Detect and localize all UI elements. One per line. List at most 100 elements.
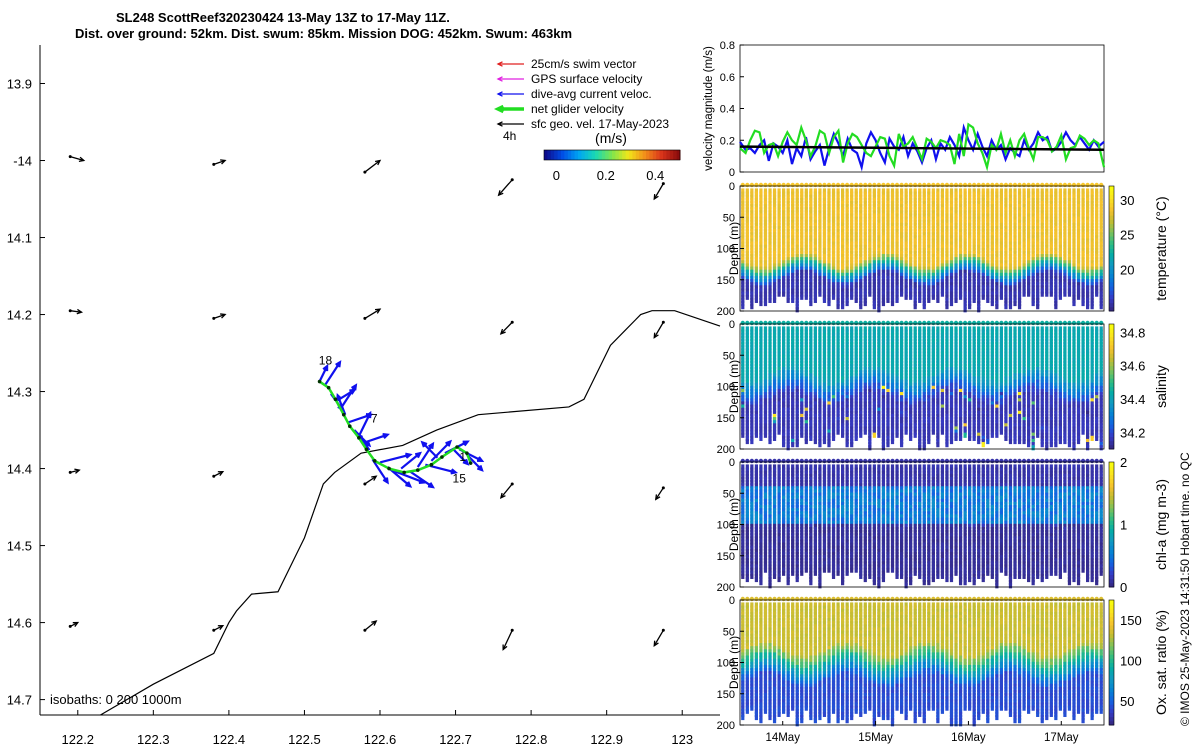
section-sample: [1031, 216, 1035, 222]
section-sample: [972, 266, 976, 272]
legend-label-gps_velocity: GPS surface velocity: [531, 72, 642, 86]
section-sample: [759, 291, 763, 297]
section-sample: [1027, 241, 1031, 247]
section-sample: [800, 282, 804, 288]
section-sample: [1008, 279, 1013, 285]
section-sample: [913, 297, 917, 303]
section-sample: [809, 197, 813, 203]
section-sample: [990, 194, 994, 200]
section-sample: [822, 194, 827, 200]
section-sample: [868, 254, 872, 260]
section-sample: [1049, 232, 1053, 238]
section-sample: [763, 194, 768, 200]
section-sample: [1031, 235, 1035, 241]
section-sample: [1067, 250, 1072, 257]
section-sample: [822, 188, 827, 194]
section-sample: [868, 238, 872, 244]
section-sample: [1063, 197, 1067, 203]
section-sample: [877, 191, 881, 197]
section-sample: [759, 213, 763, 219]
section-sample: [881, 250, 886, 257]
section-sample: [972, 225, 976, 232]
section-sample: [949, 188, 954, 194]
section-sample: [986, 269, 990, 275]
section-sample: [804, 194, 808, 200]
section-sample: [890, 300, 895, 307]
section-sample: [845, 288, 849, 294]
section-sample: [940, 291, 945, 297]
section-sample: [1063, 279, 1067, 285]
section-sample: [945, 254, 949, 260]
section-sample: [890, 247, 895, 253]
current-vector: [371, 458, 389, 485]
section-sample: [1027, 188, 1031, 194]
surface-dot: [922, 320, 927, 326]
section-colorbar-cell: [1109, 248, 1114, 254]
map-x-tick-label: 122.5: [288, 732, 321, 747]
section-sample: [809, 210, 813, 216]
surface-dot: [908, 320, 913, 326]
section-sample: [1004, 235, 1008, 241]
section-sample: [886, 241, 890, 247]
section-sample: [890, 297, 895, 303]
section-sample: [863, 269, 867, 275]
section-sample: [786, 294, 790, 300]
section-sample: [1027, 244, 1031, 250]
section-sample: [968, 204, 972, 210]
section-sample: [977, 282, 981, 288]
section-sample: [904, 216, 908, 222]
section-sample: [863, 229, 867, 235]
section-sample: [940, 279, 945, 285]
section-sample: [804, 204, 808, 210]
legend-marker-gps_velocity-head: [496, 76, 503, 82]
geo-velocity-arrow: [502, 630, 513, 651]
section-sample: [1058, 188, 1062, 194]
section-sample: [822, 241, 827, 247]
section-sample: [986, 197, 990, 203]
section-sample: [927, 207, 931, 213]
section-sample: [750, 291, 754, 297]
section-sample: [945, 200, 949, 207]
section-sample: [804, 294, 808, 300]
section-sample: [863, 244, 867, 250]
section-sample: [768, 297, 772, 303]
section-sample: [859, 191, 863, 197]
section-sample: [750, 279, 754, 285]
section-sample: [741, 263, 745, 269]
section-sample: [949, 275, 954, 282]
map-colorbar-cell: [605, 150, 610, 160]
surface-dot: [790, 182, 795, 188]
section-sample: [1013, 285, 1017, 291]
day-label: 18: [319, 354, 333, 368]
section-sample: [913, 200, 917, 207]
track-point: [347, 424, 352, 429]
section-sample: [782, 291, 786, 297]
section-sample: [763, 257, 768, 263]
section-sample: [822, 269, 827, 275]
surface-dot: [767, 182, 773, 188]
section-sample: [822, 266, 827, 272]
section-sample: [1076, 294, 1081, 300]
section-sample: [990, 300, 994, 307]
section-sample: [922, 213, 926, 219]
section-sample: [841, 232, 845, 238]
current-vector-head: [476, 456, 485, 463]
section-sample: [786, 269, 790, 275]
section-sample: [804, 275, 808, 282]
section-sample: [1045, 194, 1049, 200]
section-sample: [795, 244, 799, 250]
section-sample: [872, 213, 876, 219]
section-colorbar-cell: [1109, 281, 1114, 287]
section-sample: [782, 197, 786, 203]
section-sample: [745, 210, 749, 216]
section-sample: [1013, 222, 1017, 228]
surface-dot: [849, 182, 854, 188]
section-sample: [1027, 272, 1031, 278]
section-sample: [809, 250, 813, 257]
section-sample: [881, 291, 886, 297]
section-sample: [999, 238, 1003, 244]
section-sample: [990, 229, 994, 235]
surface-dot: [926, 182, 932, 188]
section-sample: [863, 300, 867, 307]
